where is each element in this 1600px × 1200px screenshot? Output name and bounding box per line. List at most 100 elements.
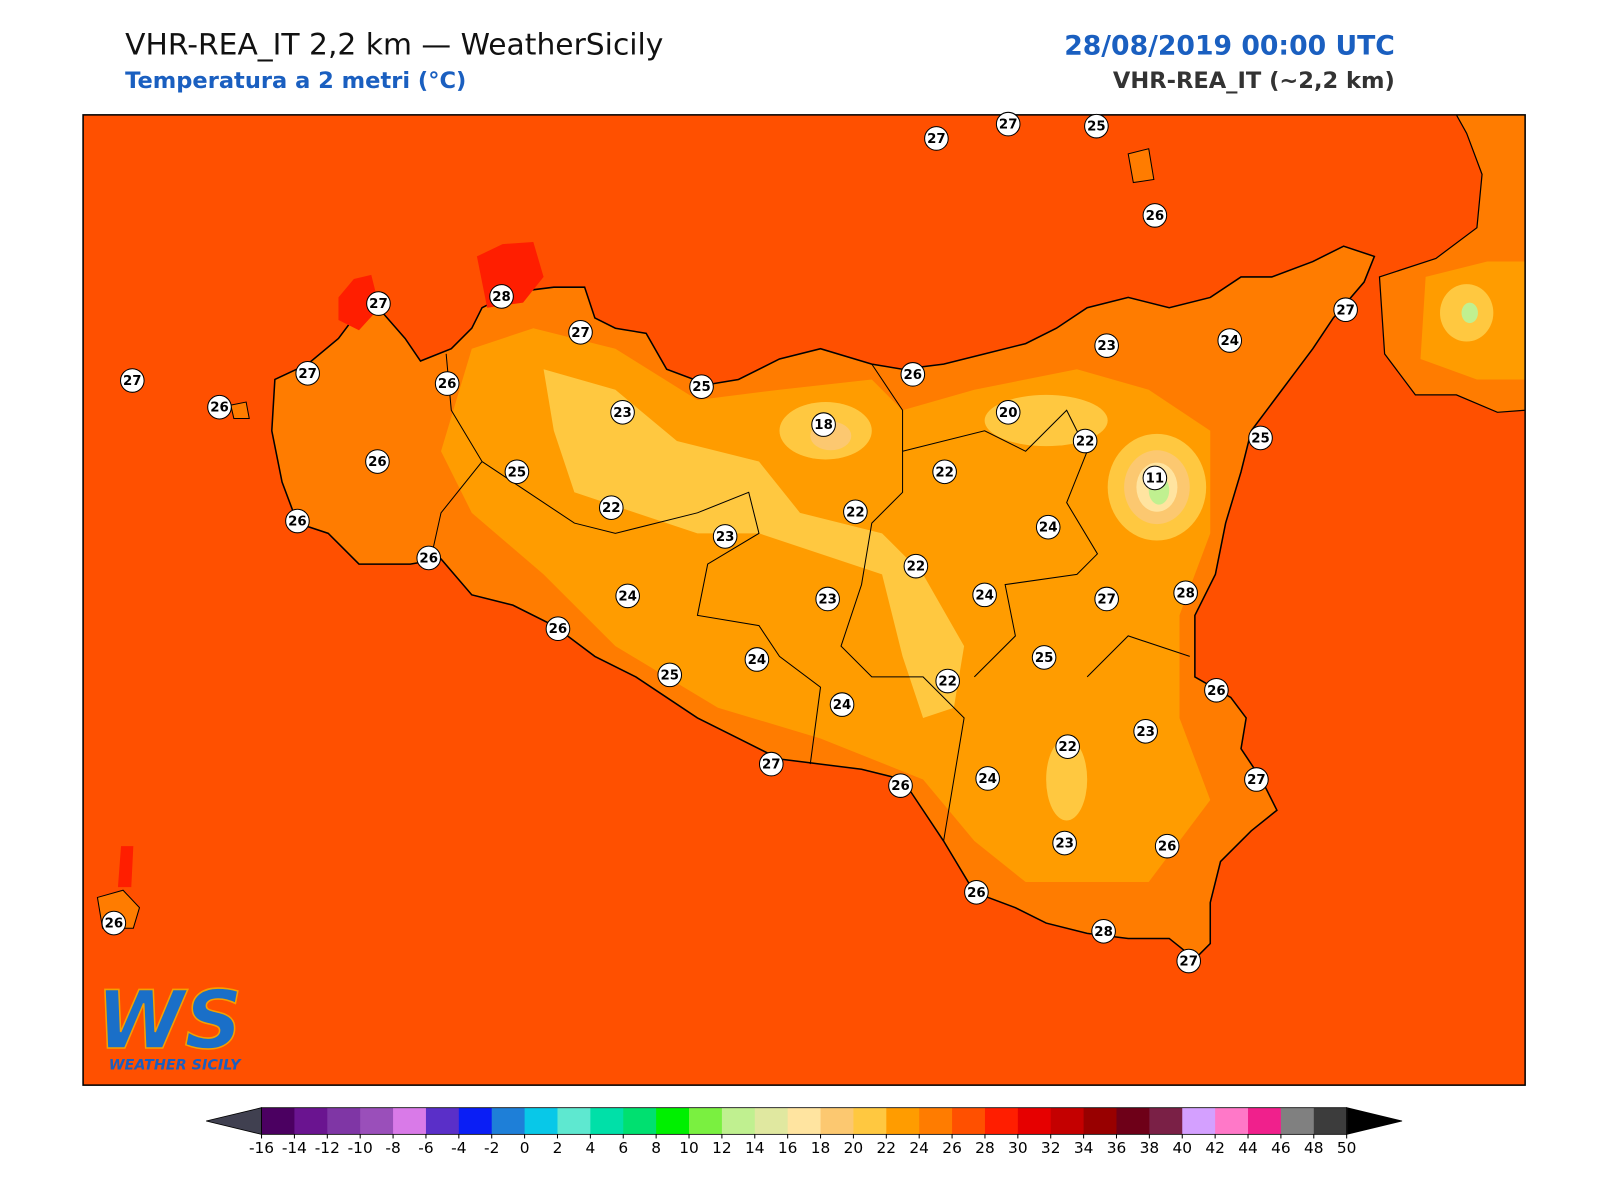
station: 22 [843, 499, 868, 525]
station-marker [1133, 718, 1158, 744]
station-value: 24 [748, 653, 767, 668]
colorbar-under [206, 1107, 262, 1135]
station-value: 18 [814, 418, 833, 433]
station-marker [416, 545, 442, 571]
station: 27 [1176, 948, 1202, 974]
station-marker [1094, 586, 1119, 612]
station-marker [1244, 767, 1269, 792]
station: 20 [995, 399, 1021, 425]
colorbar-box [1149, 1107, 1183, 1135]
colorbar-tick-label: 40 [1172, 1139, 1192, 1157]
station-marker [657, 662, 683, 688]
colorbar-tick-label: 14 [745, 1139, 765, 1157]
station-marker [1072, 428, 1098, 454]
station-marker [903, 553, 929, 579]
station-value: 22 [935, 465, 954, 480]
station-marker [972, 582, 997, 608]
station-marker [545, 616, 571, 642]
station-value: 23 [716, 530, 735, 545]
station: 22 [1055, 734, 1080, 759]
station-marker [935, 668, 960, 694]
station: 26 [365, 449, 390, 474]
station-marker [1154, 833, 1180, 859]
station: 25 [504, 459, 530, 485]
colorbar-box [1248, 1107, 1282, 1135]
colorbar-tick-label: 22 [877, 1139, 897, 1157]
station-value: 26 [438, 377, 457, 392]
station-marker [888, 773, 913, 798]
colorbar-tick-label: -14 [282, 1139, 307, 1157]
boundary [481, 461, 822, 765]
station: 27 [568, 319, 593, 345]
station-marker [758, 751, 784, 777]
station-marker [489, 284, 514, 309]
station-marker [295, 361, 320, 386]
colorbar-tick-label: 50 [1337, 1139, 1357, 1157]
station: 22 [932, 459, 957, 485]
station: 26 [1204, 677, 1229, 703]
colorbar-box [425, 1107, 460, 1135]
colorbar-box [458, 1107, 493, 1135]
colorbar-tick-label: -16 [249, 1139, 274, 1157]
colorbar-tick-label: 32 [1041, 1139, 1061, 1157]
station-value: 27 [1097, 593, 1116, 608]
station-value: 25 [1087, 120, 1106, 135]
station: 27 [1244, 767, 1269, 792]
station-value: 26 [1207, 684, 1226, 699]
colorbar-tick-label: 46 [1271, 1139, 1291, 1157]
station: 23 [712, 524, 738, 549]
station-marker [1333, 297, 1358, 323]
colorbar-tick-label: 26 [942, 1139, 962, 1157]
colorbar-tick-label: 6 [618, 1139, 628, 1157]
station-marker [964, 880, 989, 905]
station-marker [504, 459, 530, 485]
station-marker [568, 319, 593, 345]
stations: 27 27 25 26 27 28 27 27 27 26 26 25 26 23 24 27 23 18 20 22… [101, 111, 1358, 974]
station-value: 22 [907, 560, 926, 575]
station: 23 [1052, 830, 1077, 856]
hot-spot [338, 274, 380, 331]
island [230, 401, 250, 419]
station-marker [1084, 113, 1109, 139]
colorbar-tick-label: 20 [844, 1139, 864, 1157]
station-value: 26 [368, 455, 387, 470]
station-marker [744, 647, 770, 672]
colorbar-tick-label: 16 [778, 1139, 798, 1157]
logo-mark: WS [96, 974, 242, 1067]
model-label: VHR-REA_IT (~2,2 km) [1113, 68, 1395, 94]
land-zone [1461, 302, 1478, 324]
station-marker [995, 399, 1021, 425]
colorbar-tick-label: -6 [418, 1139, 433, 1157]
station: 22 [1072, 428, 1098, 454]
station-marker [1217, 328, 1243, 353]
station-value: 25 [660, 668, 679, 683]
station-marker [1204, 677, 1229, 703]
colorbar-box [590, 1107, 624, 1135]
station: 23 [1094, 333, 1119, 358]
colorbar-tick-label: -8 [385, 1139, 400, 1157]
colorbar-tick-label: -12 [315, 1139, 340, 1157]
colorbar-box [919, 1107, 953, 1135]
land-zone [543, 369, 965, 718]
station: 24 [975, 766, 1000, 791]
station-marker [932, 459, 957, 485]
station: 24 [972, 582, 997, 608]
colorbar-box [1313, 1107, 1348, 1135]
station: 26 [416, 545, 442, 571]
station: 26 [285, 508, 310, 534]
station-marker [900, 362, 926, 387]
station: 26 [900, 362, 926, 387]
boundary [1086, 635, 1190, 678]
station-value: 22 [938, 675, 957, 690]
station-value: 26 [904, 368, 923, 383]
map-area [83, 114, 1526, 1086]
title: VHR-REA_IT 2,2 km — WeatherSicily [125, 27, 663, 62]
station-marker [365, 449, 390, 474]
station-value: 22 [846, 505, 865, 520]
station-marker [689, 374, 714, 399]
colorbar-box [656, 1107, 690, 1135]
colorbar-tick-label: -4 [451, 1139, 466, 1157]
station-value: 24 [618, 589, 637, 604]
colorbar-box [886, 1107, 920, 1135]
